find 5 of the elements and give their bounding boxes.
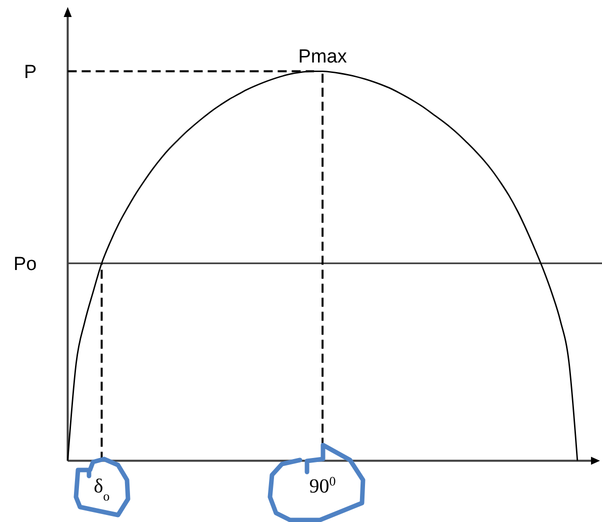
- ref-line-label: Po: [13, 254, 37, 275]
- x-tick-label: δ$_{o}$: [94, 476, 110, 504]
- ref-line-label: P: [24, 62, 37, 83]
- annotation: Pmax: [298, 46, 348, 68]
- x-tick-label: 90$^{0}$: [309, 473, 336, 498]
